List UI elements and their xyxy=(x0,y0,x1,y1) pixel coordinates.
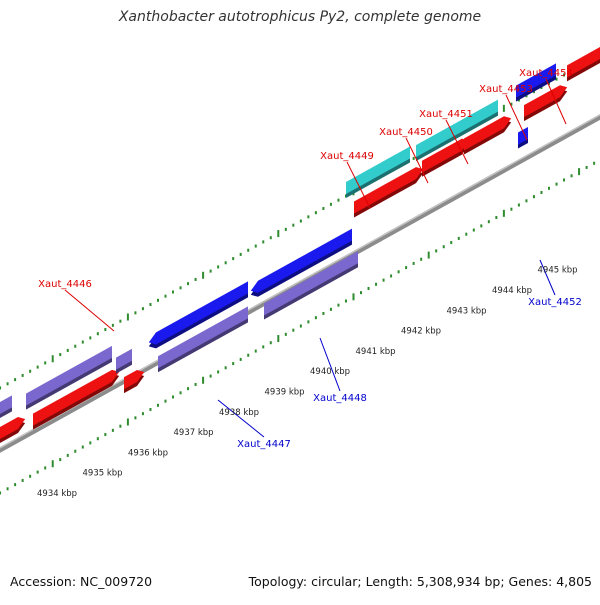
leader-line xyxy=(319,337,341,392)
gene-label: Xaut_4449 xyxy=(320,151,374,162)
backbone-line xyxy=(0,114,600,453)
gene-bar-face xyxy=(346,146,410,194)
gene-bar-face xyxy=(26,345,112,406)
kbp-labels: 4934 kbp 4935 kbp 4936 kbp 4937 kbp 4938 kbp… xyxy=(37,266,578,499)
gene-bar xyxy=(416,99,498,162)
label-leaders xyxy=(64,78,567,438)
kbp-label: 4939 kbp xyxy=(265,388,305,398)
gene-label: Xaut_4453 xyxy=(479,84,533,95)
leader-line xyxy=(405,137,429,184)
kbp-label: 4935 kbp xyxy=(83,469,123,479)
gene-bar-face xyxy=(264,251,358,316)
gene-bar xyxy=(33,369,120,430)
kbp-label: 4944 kbp xyxy=(492,286,532,296)
gene-bar-face xyxy=(464,116,512,151)
gene-bar-face xyxy=(516,63,556,98)
kbp-label: 4942 kbp xyxy=(401,327,441,337)
gene-bar xyxy=(0,417,26,444)
kbp-label: 4937 kbp xyxy=(174,428,214,438)
gene-bar xyxy=(0,395,12,418)
gene-bar xyxy=(250,228,352,297)
gene-bar-face xyxy=(354,167,424,214)
gene-bar xyxy=(26,345,112,410)
leader-line xyxy=(445,119,469,165)
summary-text: Topology: circular; Length: 5,308,934 bp… xyxy=(248,574,592,589)
gene-bar-face xyxy=(124,369,145,390)
gene-bar xyxy=(158,306,248,373)
gene-label: Xaut_4450 xyxy=(379,127,433,138)
gene-bar xyxy=(518,126,528,149)
gene-label: Xaut_4451 xyxy=(419,109,473,120)
gene-bar-face xyxy=(158,306,248,369)
gene-bar-face xyxy=(422,138,470,173)
gene-bar-face xyxy=(116,348,132,370)
gene-label: Xaut_4446 xyxy=(38,279,92,290)
gene-bar xyxy=(422,138,470,177)
gene-bar xyxy=(148,281,248,349)
gene-bar-face xyxy=(33,369,120,426)
kbp-label: 4941 kbp xyxy=(356,347,396,357)
leader-line xyxy=(545,78,567,125)
leader-line xyxy=(64,289,115,332)
kbp-label: 4940 kbp xyxy=(310,367,350,377)
kbp-label: 4943 kbp xyxy=(447,306,487,316)
gene-bar-face xyxy=(518,126,528,145)
gene-bar xyxy=(264,251,358,320)
gene-bar-face xyxy=(567,47,600,78)
leader-line xyxy=(346,161,371,209)
leader-line xyxy=(217,399,265,438)
gene-labels: Xaut_4454 Xaut_4453 Xaut_4451 Xaut_4450 Xaut… xyxy=(38,68,582,450)
kbp-label: 4936 kbp xyxy=(128,448,168,458)
gene-bar xyxy=(464,116,512,155)
gene-label: Xaut_4454 xyxy=(519,68,573,79)
gene-bar xyxy=(524,85,568,122)
gene-bar-face xyxy=(524,85,568,118)
map-title: Xanthobacter autotrophicus Py2, complete… xyxy=(118,9,482,25)
gene-bar xyxy=(354,167,424,218)
gene-bar-face xyxy=(250,228,352,293)
leader-line xyxy=(539,259,556,296)
gene-bar xyxy=(116,348,132,374)
tick-track-lower xyxy=(0,161,596,495)
gene-bar-face xyxy=(416,99,498,158)
gene-bar xyxy=(516,63,556,102)
gene-bar-face xyxy=(0,395,12,414)
gene-bar-face xyxy=(148,281,248,345)
gene-bar xyxy=(346,146,410,198)
kbp-label: 4938 kbp xyxy=(219,408,259,418)
gene-bar xyxy=(567,47,600,82)
gene-label: Xaut_4447 xyxy=(237,439,291,450)
leader-line xyxy=(505,94,528,141)
kbp-label: 4934 kbp xyxy=(37,489,77,499)
gene-bar-face xyxy=(0,417,26,440)
accession-text: Accession: NC_009720 xyxy=(10,574,153,589)
gene-label: Xaut_4448 xyxy=(313,393,367,404)
gene-bar xyxy=(124,369,145,394)
gene-features xyxy=(0,47,600,444)
gene-label: Xaut_4452 xyxy=(528,297,582,308)
kbp-label: 4945 kbp xyxy=(538,266,578,276)
